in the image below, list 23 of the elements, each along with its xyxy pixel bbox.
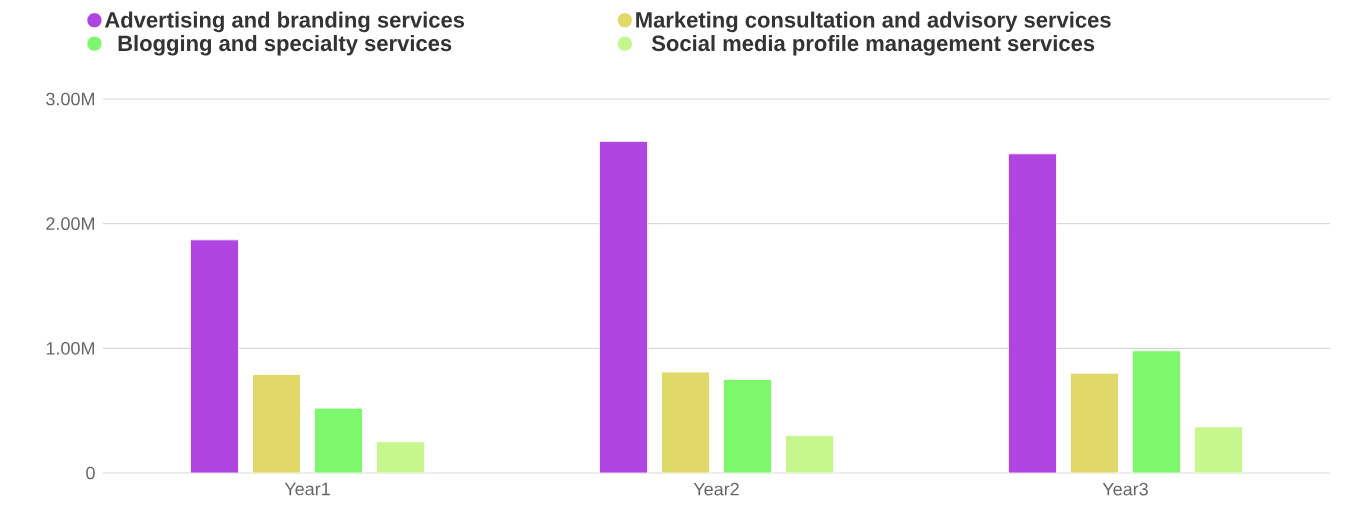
bar: [376, 441, 425, 473]
bar: [785, 435, 834, 473]
bar: [1008, 153, 1057, 473]
y-tick-label: 3.00M: [46, 92, 94, 106]
legend-label: Social media profile management services: [651, 34, 1095, 56]
bar: [314, 407, 363, 473]
bar: [599, 140, 648, 473]
bar: [1194, 426, 1243, 473]
y-tick-label: 0: [86, 466, 95, 480]
bar: [1132, 350, 1181, 473]
bar: [1070, 372, 1119, 473]
bar: [252, 374, 301, 473]
bar: [190, 239, 239, 473]
bar: [661, 371, 710, 473]
y-tick-label: 1.00M: [46, 341, 94, 355]
y-tick-label: 2.00M: [46, 217, 94, 231]
x-tick-label: Year3: [1102, 482, 1148, 496]
x-tick-label: Year2: [693, 482, 739, 496]
bar: [723, 379, 772, 473]
legend-label: Advertising and branding services: [104, 11, 465, 33]
legend-label: Marketing consultation and advisory services: [636, 11, 1111, 33]
legend-label: Blogging and specialty services: [118, 34, 452, 56]
x-tick-label: Year1: [284, 482, 330, 496]
